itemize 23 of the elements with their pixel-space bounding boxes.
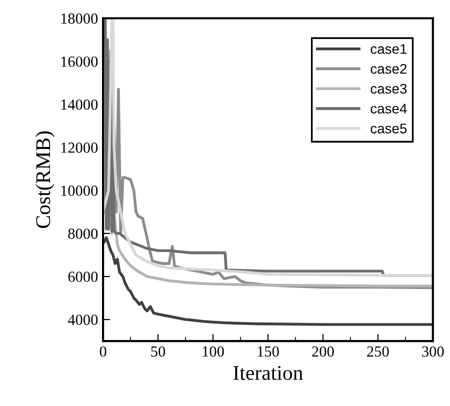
x-tick-label: 50 — [151, 346, 166, 357]
y-tick-label: 8000 — [68, 228, 98, 239]
legend-label: case3 — [370, 84, 407, 94]
y-tick-label: 4000 — [68, 314, 98, 325]
y-tick-label: 10000 — [61, 186, 98, 196]
legend-label: case2 — [370, 64, 407, 74]
x-tick-label: 250 — [367, 346, 389, 357]
legend-label: case5 — [370, 124, 407, 134]
legend-label: case4 — [370, 104, 407, 114]
x-tick-label: 100 — [202, 346, 224, 357]
x-axis-title: Iteration — [233, 366, 303, 380]
y-tick-label: 12000 — [61, 142, 98, 153]
x-tick-label: 150 — [258, 346, 279, 357]
x-tick-label: 200 — [312, 346, 334, 357]
y-tick-label: 6000 — [68, 272, 98, 282]
y-axis-title: Cost(RMB) — [36, 131, 54, 228]
legend-label: case1 — [370, 44, 407, 54]
line-series — [103, 236, 433, 326]
x-tick-label: 0 — [100, 346, 106, 357]
x-tick-label: 300 — [422, 346, 444, 357]
y-tick-label: 16000 — [61, 56, 98, 67]
y-tick-label: 18000 — [61, 13, 98, 24]
y-tick-label: 14000 — [61, 99, 98, 110]
